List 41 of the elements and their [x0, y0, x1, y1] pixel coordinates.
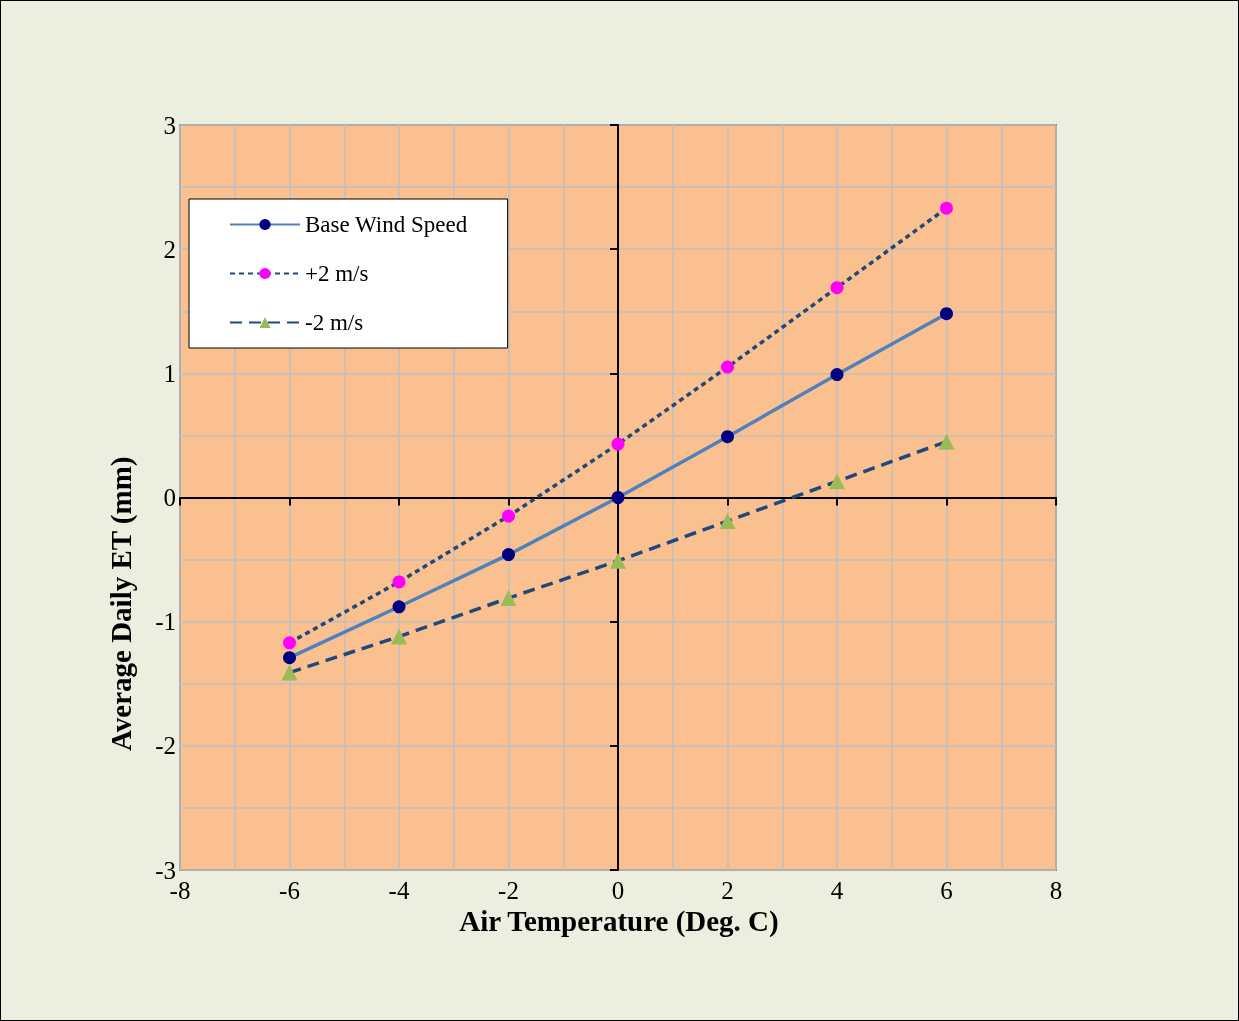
- x-tick-label: 8: [1049, 877, 1063, 904]
- legend-label: -2 m/s: [305, 310, 364, 335]
- point: [719, 513, 736, 530]
- point: [392, 600, 406, 614]
- x-axis-title: Air Temperature (Deg. C): [459, 904, 779, 938]
- legend-label: Base Wind Speed: [305, 212, 468, 237]
- x-tick-label: 0: [611, 877, 625, 904]
- x-tick-label: -6: [279, 877, 300, 904]
- point: [611, 437, 625, 451]
- point: [829, 473, 845, 490]
- point: [281, 664, 298, 681]
- x-tick-label: 6: [940, 877, 953, 904]
- point: [940, 307, 953, 321]
- y-tick-label: 3: [163, 111, 176, 139]
- x-tick-label: 4: [830, 877, 844, 904]
- point: [611, 491, 625, 504]
- point: [283, 651, 296, 665]
- y-tick-label: 2: [163, 235, 176, 263]
- y-axis-title: Average Daily ET (mm): [104, 456, 138, 752]
- y-tick-label: -2: [155, 732, 176, 760]
- x-tick-label: -4: [388, 877, 410, 904]
- point: [502, 509, 515, 523]
- point: [830, 281, 844, 295]
- point: [721, 430, 734, 444]
- legend-label: +2 m/s: [305, 261, 369, 286]
- point: [392, 575, 406, 589]
- x-tick-label: 2: [721, 877, 734, 904]
- point: [283, 636, 296, 650]
- x-tick-label: -2: [498, 877, 519, 904]
- point: [938, 433, 955, 450]
- y-tick-label: -3: [155, 856, 176, 884]
- y-tick-label: 0: [163, 484, 176, 511]
- point: [502, 548, 515, 562]
- point: [391, 628, 407, 645]
- point: [940, 201, 953, 215]
- point: [830, 368, 844, 382]
- point: [500, 590, 517, 607]
- y-tick-label: 1: [163, 359, 176, 387]
- point: [721, 360, 734, 374]
- point: [610, 552, 626, 569]
- y-tick-label: -1: [155, 608, 176, 636]
